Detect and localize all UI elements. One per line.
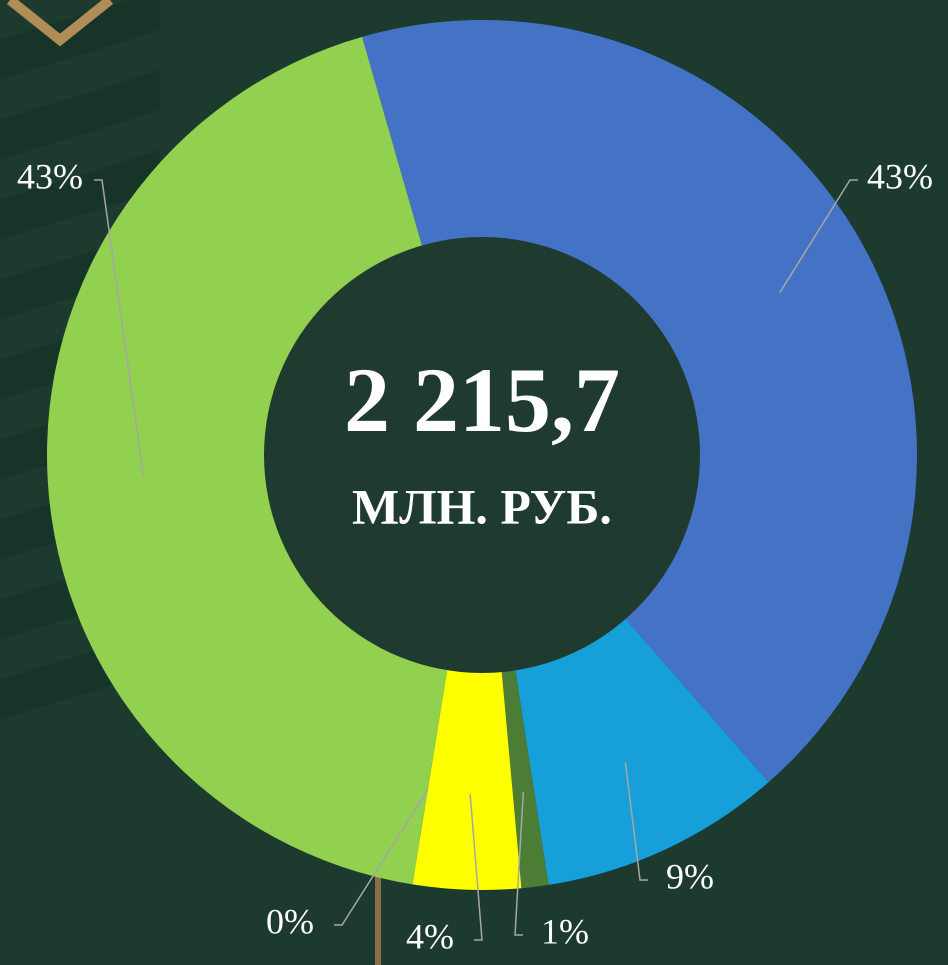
data-label: 4% <box>406 916 454 956</box>
center-unit: МЛН. РУБ. <box>352 478 612 534</box>
data-label: 43% <box>17 156 83 196</box>
data-label: 9% <box>666 856 714 896</box>
leader-line <box>94 179 145 476</box>
donut-hole <box>264 237 700 673</box>
frame-corner <box>6 0 114 47</box>
center-value: 2 215,7 <box>344 349 620 451</box>
leader-line <box>334 789 429 926</box>
leader-line <box>779 179 858 293</box>
leader-line <box>624 762 648 881</box>
donut-segment <box>412 455 522 890</box>
data-label: 1% <box>541 911 589 951</box>
data-label: 43% <box>867 156 933 196</box>
leader-line <box>514 791 525 936</box>
leader-line <box>469 794 483 941</box>
data-label: 0% <box>266 901 314 941</box>
